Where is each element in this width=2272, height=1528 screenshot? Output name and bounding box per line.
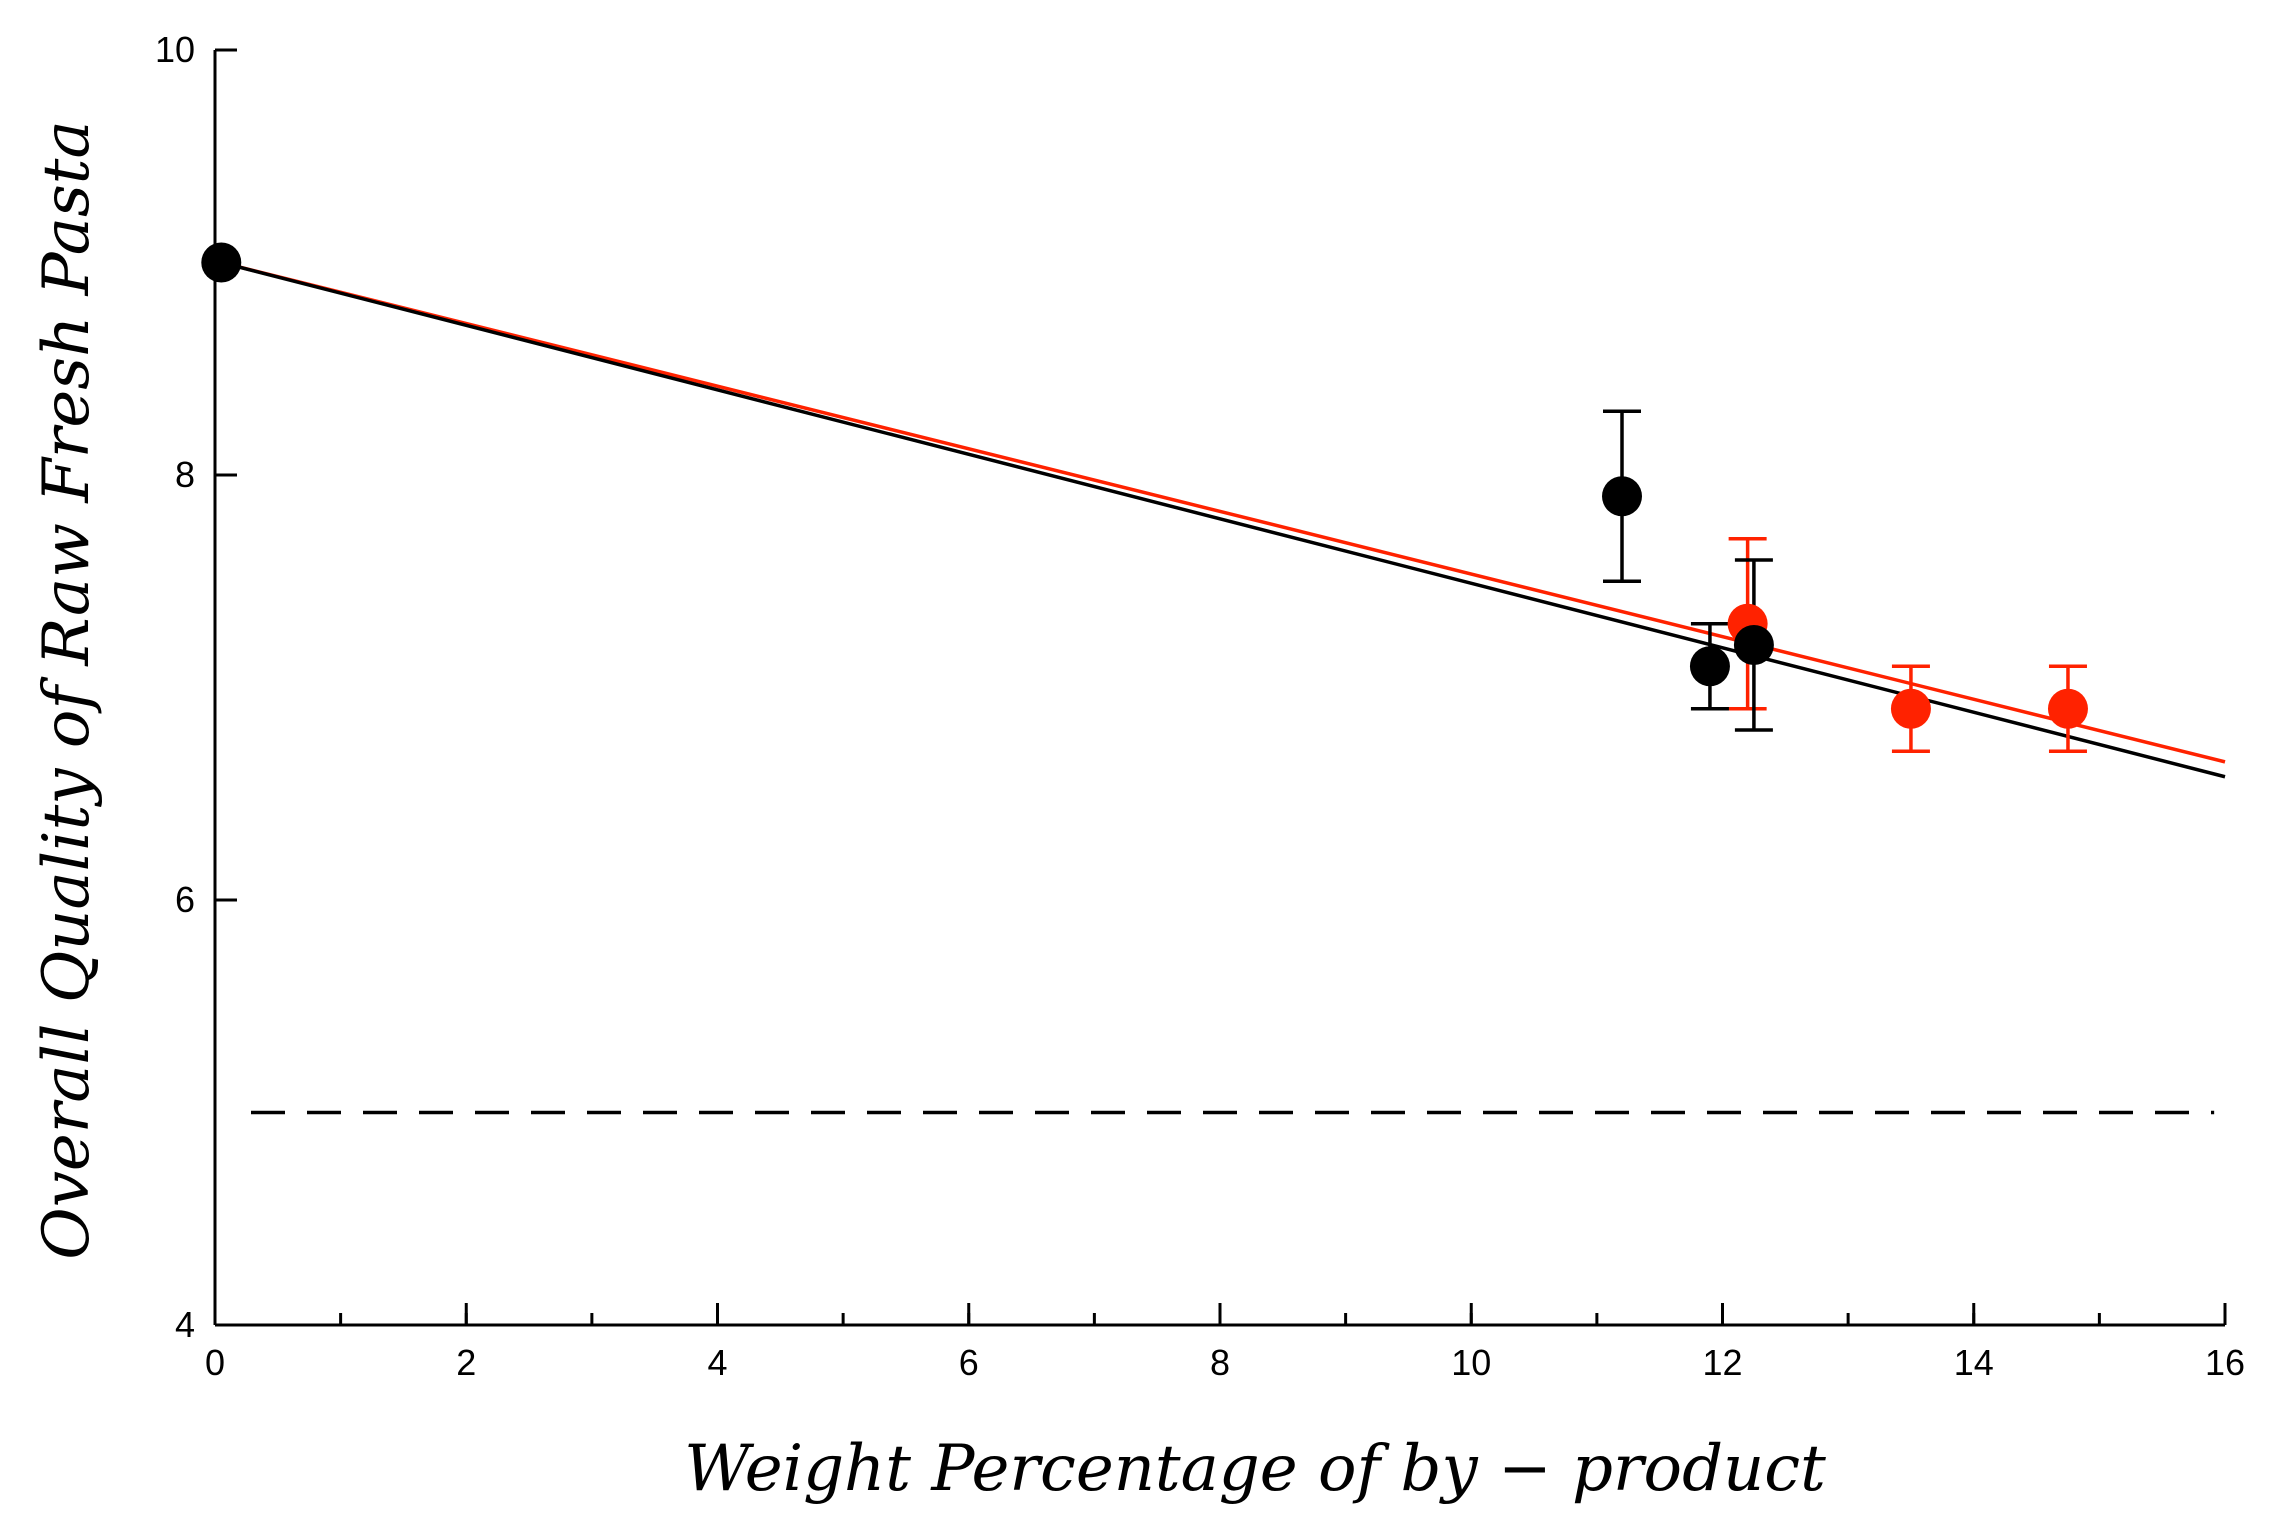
y-axis-title: Overall Quality of Raw Fresh Pasta	[30, 120, 104, 1259]
x-tick-label: 14	[1954, 1342, 1994, 1383]
data-point-black	[1689, 646, 1730, 687]
x-tick-label: 16	[2205, 1342, 2245, 1383]
x-tick-label: 0	[205, 1342, 225, 1383]
y-axis: 4 6 8 10	[155, 29, 237, 1345]
data-point-black	[1733, 625, 1774, 665]
x-axis: 0 2 4 6 8 10 12 14 16	[205, 1303, 2245, 1383]
fit-line-red	[220, 260, 2226, 764]
x-tick-label: 8	[1210, 1342, 1230, 1383]
data-point-black	[1602, 476, 1642, 517]
data-point-black	[201, 242, 242, 283]
data-point-red	[2047, 688, 2088, 729]
x-tick-label: 12	[1702, 1342, 1742, 1383]
x-tick-label: 10	[1451, 1342, 1491, 1383]
x-tick-label: 6	[959, 1342, 979, 1383]
data-point-red	[1890, 688, 1931, 729]
x-axis-title: Weight Percentage of by − product	[684, 1432, 1826, 1506]
fit-line-black	[220, 260, 2226, 779]
x-tick-label: 2	[456, 1342, 476, 1383]
fit-lines	[220, 260, 2226, 779]
x-tick-label: 4	[707, 1342, 727, 1383]
y-tick-label: 6	[175, 879, 195, 920]
y-tick-label: 10	[155, 29, 195, 70]
y-tick-label: 4	[175, 1304, 195, 1345]
data-points	[201, 242, 2088, 729]
error-bars	[1603, 409, 2087, 753]
y-tick-label: 8	[175, 454, 195, 495]
